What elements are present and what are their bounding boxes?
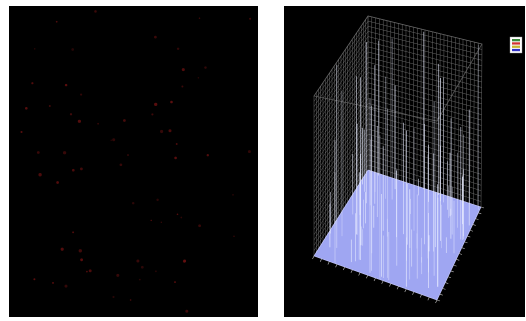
fluorescent-spot	[151, 113, 154, 116]
fluorescent-spot	[56, 181, 59, 184]
fluorescent-spot	[62, 151, 67, 155]
fluorescent-spot	[64, 284, 68, 288]
fluorescent-spot	[154, 35, 157, 39]
fluorescent-spot	[112, 295, 115, 299]
fluorescent-spot	[181, 68, 185, 72]
fluorescent-spot	[204, 66, 207, 69]
fluorescent-spot	[119, 163, 123, 167]
fluorescent-spot	[80, 258, 83, 262]
color-legend	[509, 36, 523, 54]
fluorescent-spot	[48, 104, 51, 108]
surface-plot-panel	[284, 6, 525, 317]
fluorescent-spot	[197, 77, 200, 79]
fluorescent-spot	[247, 150, 251, 154]
fluorescent-spot	[38, 173, 42, 177]
fluorescent-spot	[136, 259, 140, 263]
legend-swatch	[512, 45, 520, 48]
fluorescent-spot	[154, 270, 157, 273]
fluorescent-spot	[33, 278, 36, 281]
fluorescent-spot	[110, 139, 112, 141]
fluorescent-spot	[20, 130, 23, 134]
fluorescent-spot	[176, 213, 179, 216]
fluorescent-spot	[174, 156, 177, 160]
micrograph-spots	[20, 10, 252, 313]
fluorescent-spot	[198, 224, 201, 228]
fluorescent-spot	[60, 247, 64, 251]
fluorescent-spot	[176, 47, 180, 51]
fluorescent-spot	[116, 273, 120, 277]
fluorescent-spot	[198, 17, 201, 20]
micrograph-background	[9, 6, 258, 317]
fluorescent-spot	[170, 100, 173, 104]
fluorescent-spot	[86, 270, 88, 273]
fluorescent-spot	[78, 249, 82, 253]
fluorescent-spot	[69, 113, 73, 116]
fluorescent-spot	[36, 151, 40, 154]
fluorescent-spot	[249, 17, 252, 20]
fluorescent-spot	[129, 299, 132, 301]
fluorescent-spot	[94, 10, 97, 13]
fluorescent-spot	[156, 198, 159, 202]
fluorescent-spot	[233, 235, 235, 237]
fluorescent-spot	[127, 154, 129, 156]
legend-swatch	[512, 39, 520, 42]
fluorescent-spot	[55, 20, 58, 23]
plot-axis-ticks	[312, 206, 485, 304]
legend-swatch	[512, 48, 520, 52]
fluorescent-spot	[71, 48, 75, 51]
fluorescent-spot	[168, 129, 172, 133]
fluorescent-spot	[112, 138, 116, 142]
fluorescent-spot	[31, 82, 34, 85]
fluorescent-spot	[150, 219, 152, 222]
fluorescent-spot	[180, 216, 183, 219]
fluorescent-spot	[64, 83, 68, 87]
fluorescent-spot	[154, 102, 158, 107]
surface-plot-image	[284, 6, 525, 317]
fluorescent-spot	[206, 154, 209, 157]
fluorescent-spot	[88, 269, 92, 273]
fluorescent-spot	[33, 48, 36, 50]
fluorescent-spot	[52, 281, 54, 284]
fluorescent-spot	[185, 309, 189, 313]
fluorescent-spot	[138, 278, 141, 281]
plot-mesh	[313, 15, 483, 257]
fluorescent-spot	[175, 143, 178, 145]
fluorescent-spot	[123, 119, 126, 122]
fluorescent-spot	[25, 107, 28, 110]
legend-swatch	[512, 42, 520, 45]
fluorescent-spot	[71, 168, 75, 172]
fluorescent-spot	[160, 221, 162, 223]
micrograph-panel	[9, 6, 258, 317]
fluorescent-spot	[77, 119, 82, 123]
fluorescent-spot	[232, 194, 234, 196]
fluorescent-spot	[131, 201, 135, 205]
fluorescent-spot	[80, 93, 83, 96]
micrograph-image	[9, 6, 258, 317]
fluorescent-spot	[80, 167, 83, 171]
fluorescent-spot	[97, 122, 99, 125]
fluorescent-spot	[160, 129, 164, 134]
fluorescent-spot	[183, 259, 187, 263]
fluorescent-spot	[174, 281, 176, 284]
fluorescent-spot	[181, 85, 184, 88]
fluorescent-spot	[72, 231, 75, 234]
fluorescent-spot	[140, 265, 144, 269]
intensity-peaks	[329, 31, 479, 288]
